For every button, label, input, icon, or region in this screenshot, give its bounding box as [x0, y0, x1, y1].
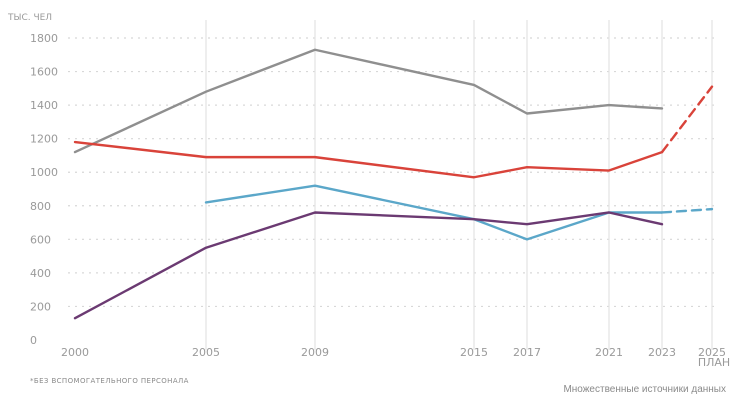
- x-tick-2000: 2000: [61, 346, 89, 359]
- grid: [68, 20, 716, 350]
- x-tick-2005: 2005: [192, 346, 220, 359]
- series-plan-line-2: [660, 85, 714, 154]
- x-tick-2025: 2025: [698, 346, 726, 359]
- x-tick-2021: 2021: [595, 346, 623, 359]
- x-tick-2017: 2017: [513, 346, 541, 359]
- series-line-4: [73, 211, 664, 320]
- y-axis-label: ТЫС. ЧЕЛ: [7, 13, 52, 23]
- y-tick-600: 600: [30, 233, 51, 246]
- y-tick-1600: 1600: [30, 66, 58, 79]
- series-line-3: [204, 184, 664, 241]
- y-tick-400: 400: [30, 267, 51, 280]
- series-lines: [73, 48, 714, 320]
- footnote: *БЕЗ ВСПОМОГАТЕЛЬНОГО ПЕРСОНАЛА: [30, 377, 189, 385]
- y-tick-0: 0: [30, 334, 37, 347]
- y-tick-1000: 1000: [30, 166, 58, 179]
- x-tick-2015: 2015: [460, 346, 488, 359]
- x-tick-2023: 2023: [648, 346, 676, 359]
- y-tick-1800: 1800: [30, 32, 58, 45]
- y-tick-800: 800: [30, 200, 51, 213]
- source-text: Множественные источники данных: [563, 384, 726, 395]
- x-tick-2009: 2009: [301, 346, 329, 359]
- y-axis-ticks: 0 200 400 600 800 1000 1200 1400 1600 1800: [30, 32, 58, 347]
- x-tick-sublabel-2025: ПЛАН: [698, 356, 730, 369]
- series-plan-line-3: [660, 207, 714, 214]
- y-tick-1400: 1400: [30, 99, 58, 112]
- series-line-1: [73, 48, 664, 154]
- y-tick-1200: 1200: [30, 133, 58, 146]
- y-tick-200: 200: [30, 300, 51, 313]
